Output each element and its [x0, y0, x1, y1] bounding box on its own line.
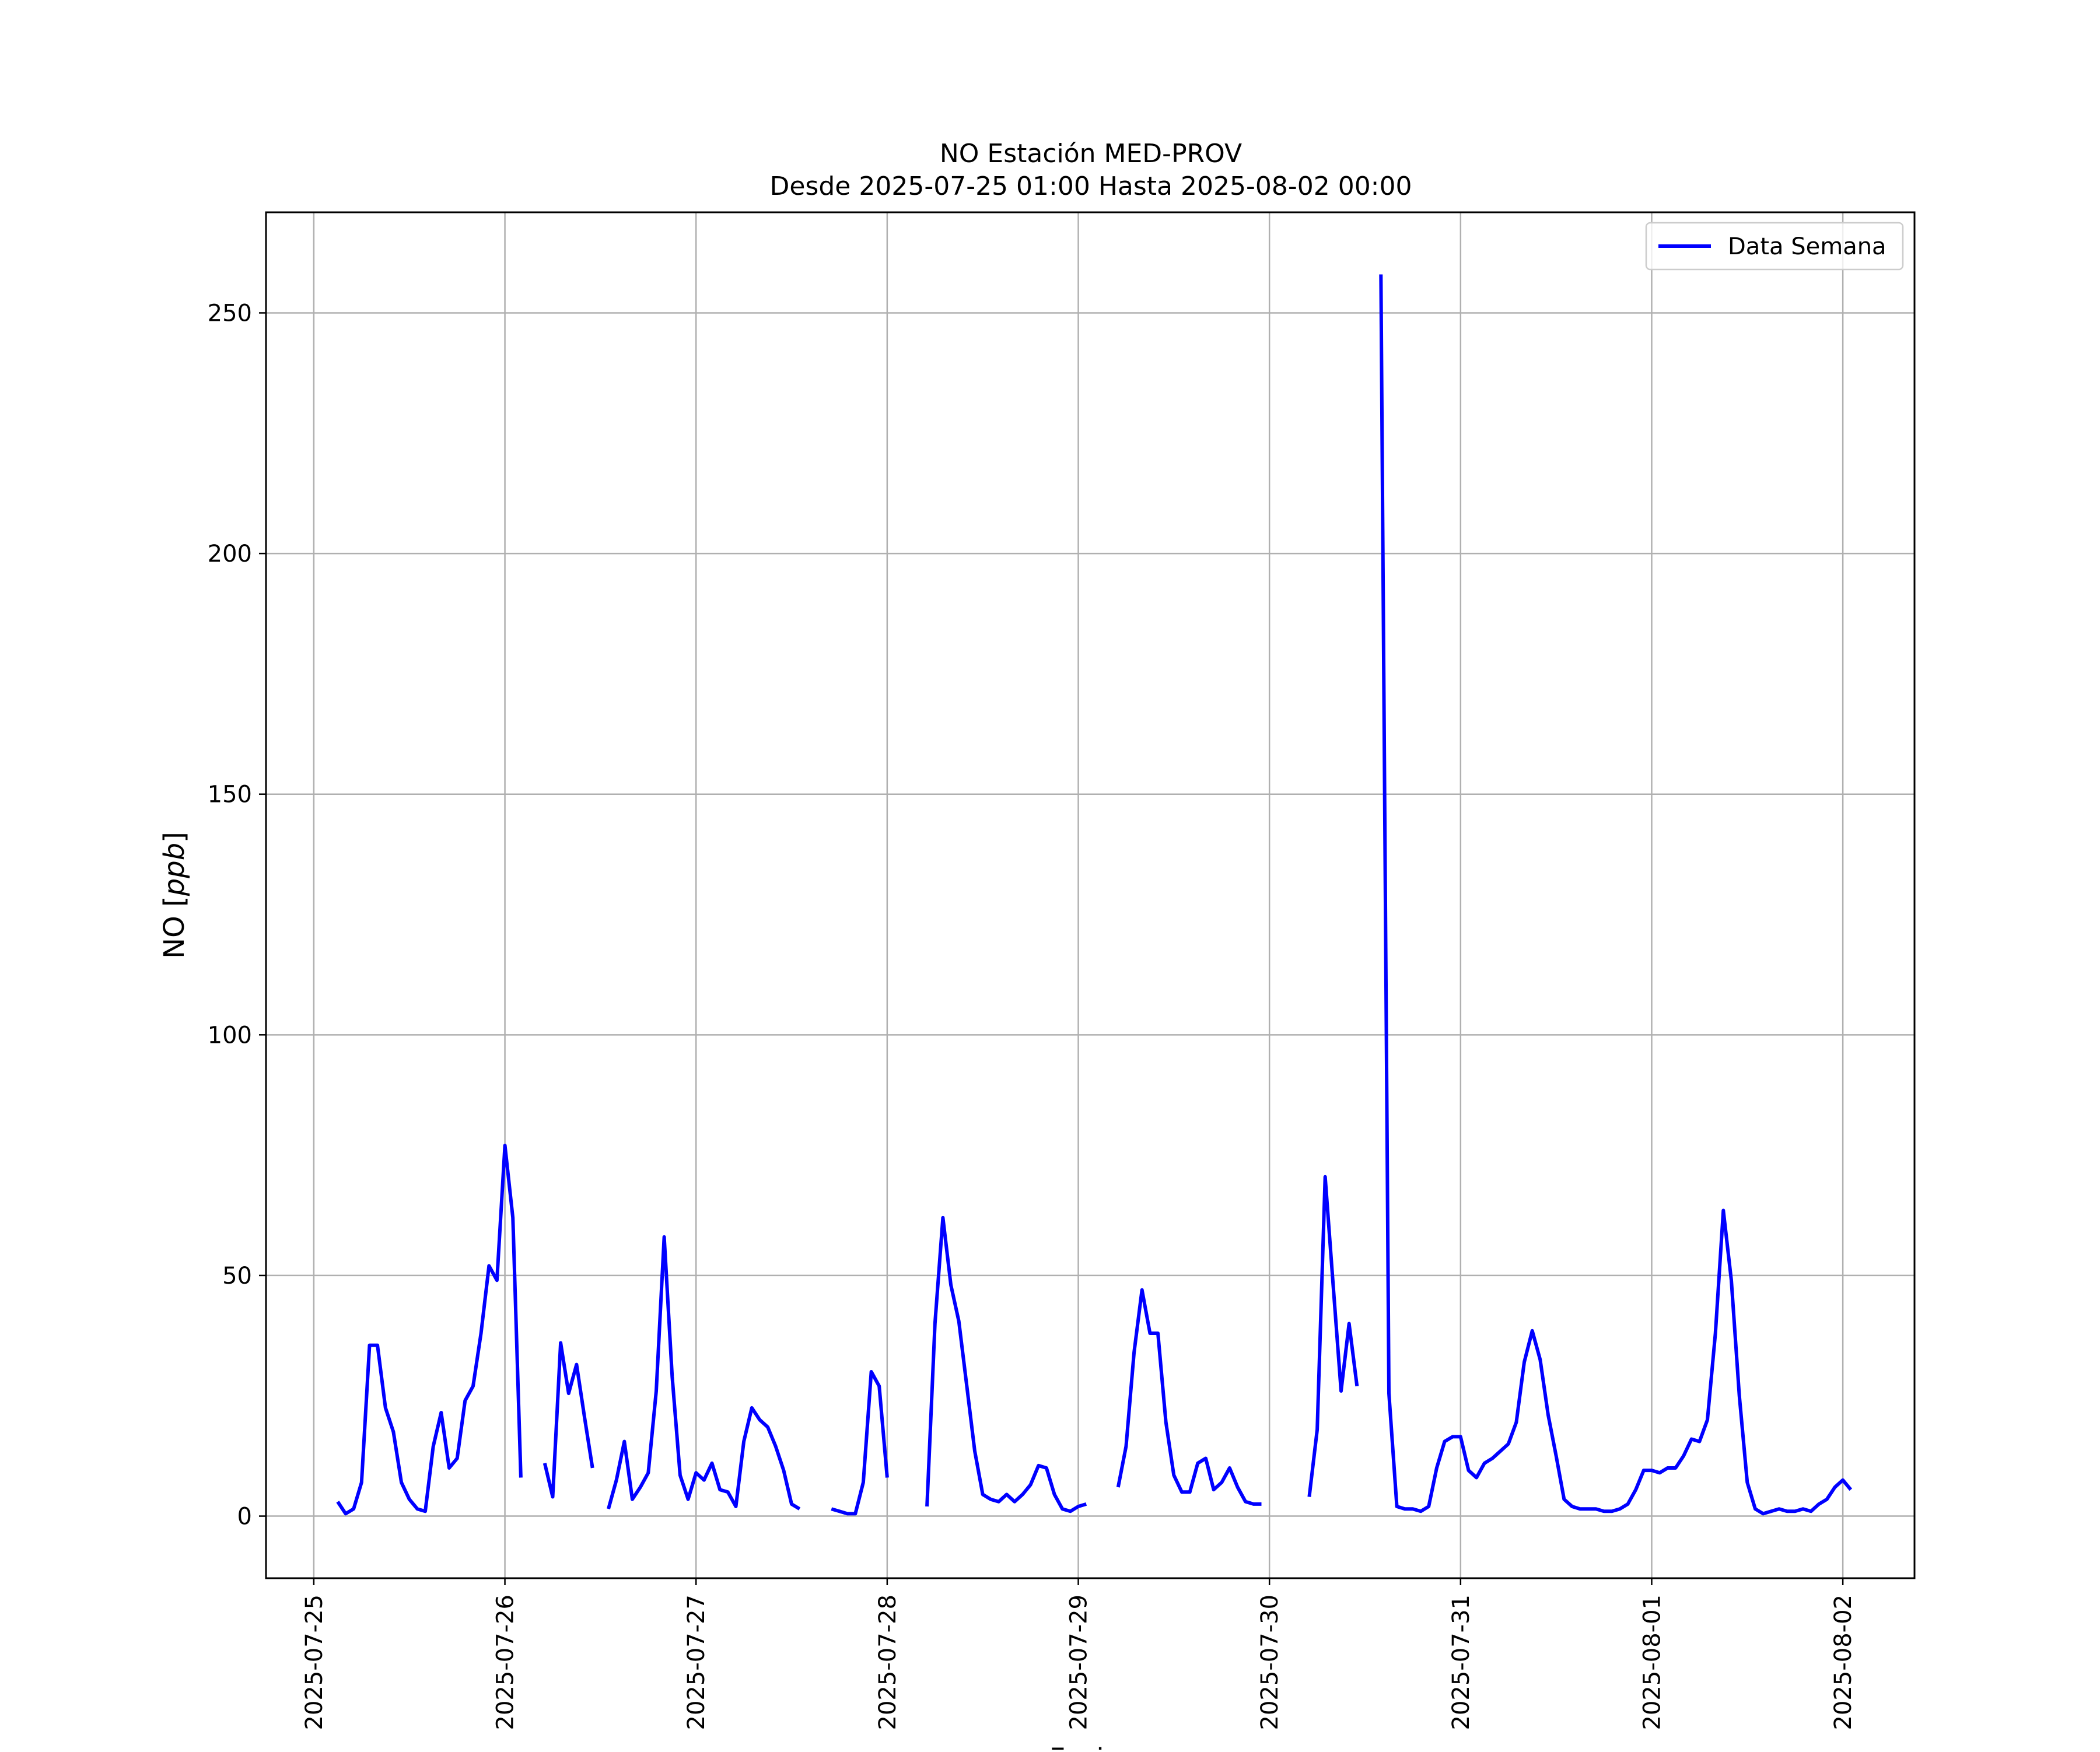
legend-box	[1645, 222, 1904, 271]
x-tick-label: 2025-07-30	[1256, 1595, 1283, 1730]
y-axis-label: NO [ppb]	[158, 832, 191, 959]
series-line-segment	[925, 1215, 1087, 1513]
plot-frame	[265, 211, 1916, 1579]
legend-label: Data Semana	[1728, 233, 1887, 260]
series-line-segment	[1116, 1288, 1262, 1506]
y-tick-label: 200	[208, 541, 252, 567]
series-line-segment	[831, 1370, 889, 1516]
y-tick-label: 50	[222, 1263, 252, 1290]
series-line-segment	[607, 1235, 801, 1511]
x-tick-label: 2025-07-25	[301, 1595, 328, 1730]
x-tick-label: 2025-08-02	[1830, 1595, 1857, 1730]
legend: Data Semana	[1645, 222, 1904, 271]
series-line-segment	[1379, 274, 1853, 1516]
y-ticks: 0 50 100 150 200 250	[208, 300, 266, 1530]
y-axis-label-unit: ppb	[158, 843, 191, 896]
x-tick-label: 2025-07-27	[683, 1595, 710, 1730]
y-tick-label: 0	[237, 1504, 252, 1530]
y-tick-label: 150	[208, 782, 252, 808]
chart-title: NO Estación MED-PROV	[940, 139, 1242, 169]
y-axis-label-prefix: NO [	[158, 896, 191, 959]
y-axis-label-suffix: ]	[158, 832, 191, 843]
x-tick-label: 2025-07-26	[492, 1595, 519, 1730]
y-tick-label: 100	[208, 1022, 252, 1049]
x-axis-label: Fecha	[1049, 1743, 1132, 1750]
x-tick-label: 2025-07-28	[874, 1595, 901, 1730]
x-tick-label: 2025-07-29	[1066, 1595, 1093, 1730]
x-tick-label: 2025-07-31	[1448, 1595, 1475, 1730]
x-tick-label: 2025-08-01	[1639, 1595, 1665, 1730]
grid-layer	[266, 212, 1915, 1578]
chart-subtitle: Desde 2025-07-25 01:00 Hasta 2025-08-02 …	[769, 171, 1412, 201]
series-line-segment	[1307, 1175, 1359, 1497]
series-line-segment	[542, 1341, 594, 1499]
y-tick-label: 250	[208, 300, 252, 327]
x-ticks: 2025-07-25 2025-07-26 2025-07-27 2025-07-28…	[301, 1578, 1857, 1730]
series-layer	[336, 274, 1853, 1516]
series-line-segment	[336, 1144, 523, 1516]
